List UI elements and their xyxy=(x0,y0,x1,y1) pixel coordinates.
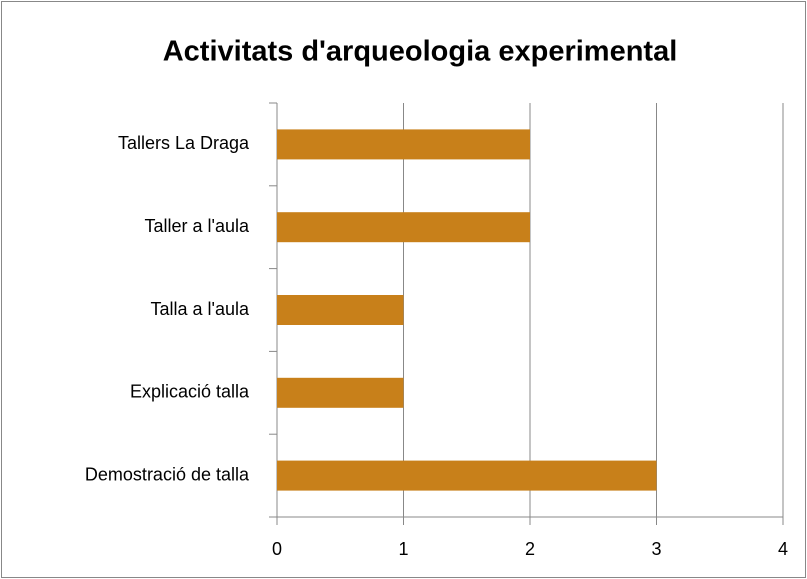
x-tick-label: 1 xyxy=(398,539,408,559)
y-tick-label: Talla a l'aula xyxy=(151,299,250,319)
y-tick-label: Explicació talla xyxy=(130,382,250,402)
bar xyxy=(277,377,404,408)
y-tick-label: Tallers La Draga xyxy=(118,133,250,153)
bar xyxy=(277,212,530,243)
bar xyxy=(277,295,404,325)
y-tick-label: Taller a l'aula xyxy=(145,216,250,236)
bar xyxy=(277,460,657,491)
x-tick-label: 4 xyxy=(778,539,788,559)
x-tick-label: 3 xyxy=(651,539,661,559)
y-tick-label: Demostració de talla xyxy=(85,464,250,484)
bar xyxy=(277,129,530,160)
x-tick-label: 0 xyxy=(272,539,282,559)
x-tick-label: 2 xyxy=(525,539,535,559)
chart-title: Activitats d'arqueologia experimental xyxy=(163,36,678,68)
